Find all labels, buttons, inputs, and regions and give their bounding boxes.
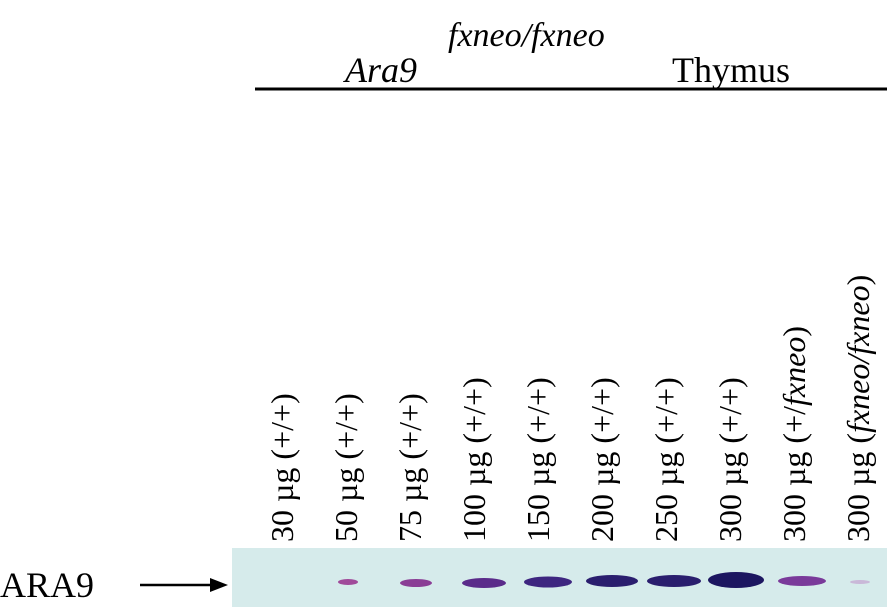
lane-genotype: (+/+) [712, 377, 748, 443]
lane-label: 200 µg (+/+) [584, 377, 620, 542]
lane-amount: 150 µg [520, 452, 556, 542]
band [462, 578, 506, 588]
lane-amount: 300 µg [840, 452, 876, 542]
lane-genotype: (+/+) [264, 393, 300, 459]
lane-label: 150 µg (+/+) [520, 377, 556, 542]
lane-genotype: (+/+) [520, 377, 556, 443]
gene-name: Ara9 [343, 50, 417, 90]
lane-amount: 300 µg [712, 452, 748, 542]
lane-amount: 200 µg [584, 452, 620, 542]
band [586, 575, 638, 587]
band-label: ARA9 [0, 565, 94, 605]
lane-amount: 300 µg [776, 452, 812, 542]
lane-amount: 250 µg [648, 452, 684, 542]
band [400, 579, 432, 587]
lane-genotype: (+/+) [456, 377, 492, 443]
lane-amount: 50 µg [328, 468, 364, 542]
lane-amount: 75 µg [392, 468, 428, 542]
lane-label: 30 µg (+/+) [264, 393, 300, 542]
lane-genotype: ( [840, 433, 876, 444]
lane-genotype: fxneo [776, 337, 812, 406]
figure: Ara9 fxneo/fxneo Thymus 30 µg (+/+)50 µg… [0, 0, 887, 607]
tissue-name: Thymus [672, 50, 790, 90]
band [338, 579, 358, 585]
lane-genotype: ) [840, 275, 876, 286]
lane-genotype: (+/+) [584, 377, 620, 443]
band [778, 576, 826, 586]
lane-genotype: (+/+) [392, 393, 428, 459]
lane-label: 75 µg (+/+) [392, 393, 428, 542]
lane-genotype: fxneo/fxneo [840, 285, 876, 432]
lane-genotype: (+/+) [328, 393, 364, 459]
lane-genotype: ) [776, 326, 812, 337]
lane-label: 100 µg (+/+) [456, 377, 492, 542]
lane-label: 300 µg (+/fxneo) [776, 326, 812, 542]
lane-label: 300 µg (+/+) [712, 377, 748, 542]
allele-superscript: fxneo/fxneo [448, 17, 605, 54]
band [850, 580, 870, 584]
band [647, 575, 701, 587]
band [524, 577, 572, 588]
lane-genotype: (+/ [776, 406, 812, 444]
lane-label: 250 µg (+/+) [648, 377, 684, 542]
band [708, 572, 764, 588]
arrow-head [210, 578, 228, 592]
lane-amount: 30 µg [264, 468, 300, 542]
lane-label: 300 µg (fxneo/fxneo) [840, 275, 876, 542]
lane-amount: 100 µg [456, 452, 492, 542]
lane-genotype: (+/+) [648, 377, 684, 443]
lane-label: 50 µg (+/+) [328, 393, 364, 542]
lane-labels: 30 µg (+/+)50 µg (+/+)75 µg (+/+)100 µg … [264, 275, 876, 542]
